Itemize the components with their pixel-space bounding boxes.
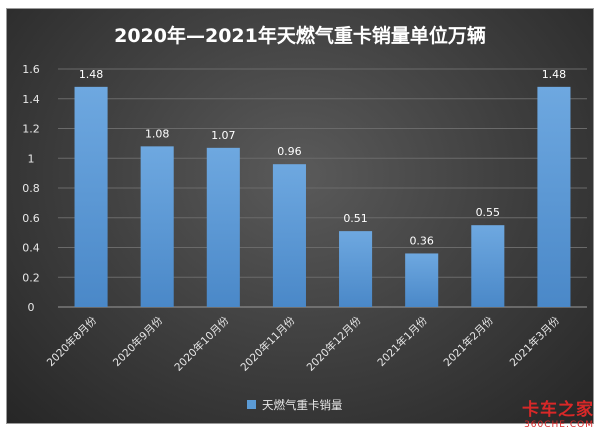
y-tick-label: 1.6 xyxy=(22,63,40,76)
data-label: 1.08 xyxy=(145,127,170,140)
category-label: 2020年8月份 xyxy=(44,314,99,369)
data-label: 0.96 xyxy=(277,145,302,158)
data-label: 1.48 xyxy=(542,68,567,81)
category-label: 2021年3月份 xyxy=(507,314,562,369)
bar xyxy=(74,86,108,307)
y-tick-label: 1 xyxy=(28,152,35,165)
bar xyxy=(537,86,571,307)
y-tick-label: 1.2 xyxy=(22,123,40,136)
legend-swatch xyxy=(247,400,256,409)
y-tick-label: 0 xyxy=(28,301,35,314)
category-label: 2020年9月份 xyxy=(110,314,165,369)
bar xyxy=(140,146,174,307)
bar xyxy=(405,253,439,307)
bar xyxy=(471,225,505,307)
y-tick-label: 0.4 xyxy=(22,242,40,255)
bar xyxy=(206,147,240,307)
chart-frame: 2020年—2021年天燃气重卡销量单位万辆 0 0.2 0.4 0.6 0.8 1 1.2… xyxy=(6,8,594,424)
data-label: 1.48 xyxy=(79,68,104,81)
data-label: 0.51 xyxy=(343,212,368,225)
watermark-logo: 卡车之家 360CHE.COM xyxy=(522,395,594,430)
data-label: 0.36 xyxy=(409,234,434,247)
category-label: 2020年10月份 xyxy=(172,314,232,374)
chart-title: 2020年—2021年天燃气重卡销量单位万辆 xyxy=(114,24,486,47)
watermark-sub-text: 360CHE.COM xyxy=(524,420,594,430)
category-label: 2021年2月份 xyxy=(441,314,496,369)
data-label: 0.55 xyxy=(476,206,501,219)
data-label: 1.07 xyxy=(211,129,236,142)
category-label: 2020年12月份 xyxy=(304,314,364,374)
y-tick-label: 0.6 xyxy=(22,212,40,225)
bar xyxy=(272,164,306,307)
bar xyxy=(339,231,373,307)
y-tick-label: 0.2 xyxy=(22,271,40,284)
legend-label: 天燃气重卡销量 xyxy=(262,398,343,412)
category-label: 2020年11月份 xyxy=(238,314,298,374)
category-label: 2021年1月份 xyxy=(375,314,430,369)
bar-chart: 2020年—2021年天燃气重卡销量单位万辆 0 0.2 0.4 0.6 0.8 1 1.2… xyxy=(22,24,587,412)
legend: 天燃气重卡销量 xyxy=(247,398,343,412)
watermark-main-text: 卡车之家 xyxy=(522,400,594,420)
y-tick-label: 0.8 xyxy=(22,182,40,195)
y-tick-label: 1.4 xyxy=(22,93,40,106)
